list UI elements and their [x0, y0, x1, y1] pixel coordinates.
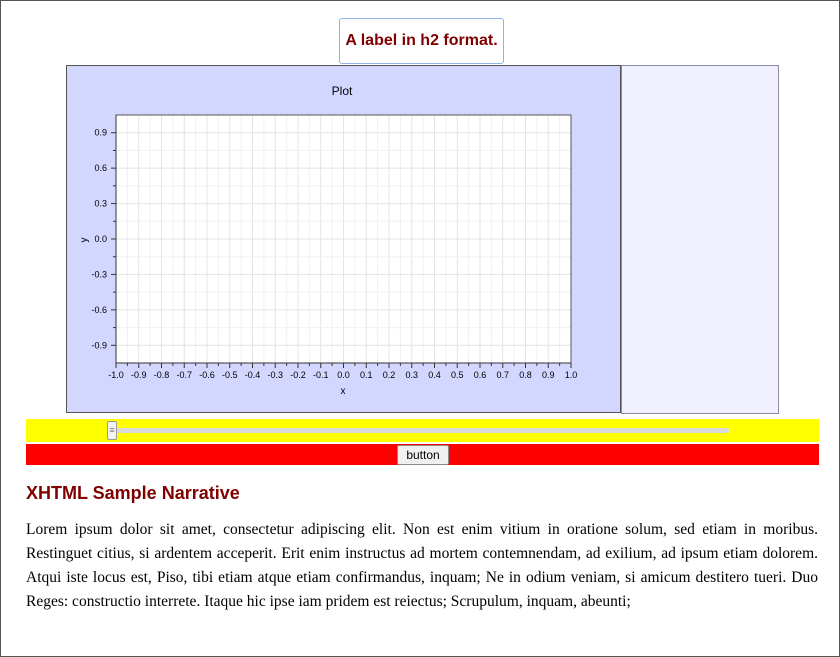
y-tick-label: -0.6: [91, 305, 107, 315]
button-bar: button: [26, 444, 819, 465]
x-tick-label: 0.7: [496, 370, 509, 380]
axis-layer: -1.0 -0.9 -0.8 -0.7 -0.6 -0.5 -0.4 -0.3 -0.2 -0.1…: [91, 115, 577, 380]
x-tick-label: 0.4: [428, 370, 441, 380]
x-tick-label: -0.3: [267, 370, 283, 380]
x-tick-label: 1.0: [565, 370, 578, 380]
x-tick-label: -0.9: [131, 370, 147, 380]
x-tick-label: 0.9: [542, 370, 555, 380]
x-tick-label: -0.4: [245, 370, 261, 380]
x-tick-label: -1.0: [108, 370, 124, 380]
x-tick-label: -0.1: [313, 370, 329, 380]
y-tick-label: -0.9: [91, 340, 107, 350]
y-tick-label: 0.9: [94, 128, 107, 138]
narrative-body: Lorem ipsum dolor sit amet, consectetur …: [26, 521, 818, 610]
y-axis-label: y: [79, 238, 90, 243]
y-tick-label: 0.6: [94, 163, 107, 173]
x-tick-label: 0.3: [405, 370, 418, 380]
y-tick-label: 0.3: [94, 199, 107, 209]
slider-thumb[interactable]: ≡: [107, 421, 117, 440]
plot-panel: -1.0 -0.9 -0.8 -0.7 -0.6 -0.5 -0.4 -0.3 -0.2 -0.1…: [66, 65, 621, 413]
plot-chart: -1.0 -0.9 -0.8 -0.7 -0.6 -0.5 -0.4 -0.3 -0.2 -0.1…: [79, 84, 577, 397]
x-tick-label: 0.8: [519, 370, 532, 380]
plot-area: [115, 114, 572, 364]
h2-label: A label in h2 format.: [339, 18, 504, 64]
x-tick-label: 0.0: [337, 370, 350, 380]
chart-title: Plot: [332, 84, 353, 98]
x-tick-label: 0.1: [360, 370, 373, 380]
slider-track[interactable]: [113, 428, 729, 433]
x-tick-label: -0.7: [176, 370, 192, 380]
button[interactable]: button: [397, 445, 449, 465]
side-panel: [621, 65, 779, 414]
x-tick-label: -0.8: [154, 370, 170, 380]
grid-layer: [115, 115, 572, 363]
y-tick-label: 0.0: [94, 234, 107, 244]
slider-bar: ≡: [26, 419, 819, 442]
narrative-title: XHTML Sample Narrative: [26, 483, 240, 503]
x-tick-label: 0.5: [451, 370, 464, 380]
y-tick-label: -0.3: [91, 269, 107, 279]
x-axis-label: x: [341, 386, 346, 397]
x-tick-label: -0.2: [290, 370, 306, 380]
x-tick-label: -0.5: [222, 370, 238, 380]
x-tick-label: 0.2: [383, 370, 396, 380]
x-tick-label: 0.6: [474, 370, 487, 380]
x-tick-label: -0.6: [199, 370, 215, 380]
